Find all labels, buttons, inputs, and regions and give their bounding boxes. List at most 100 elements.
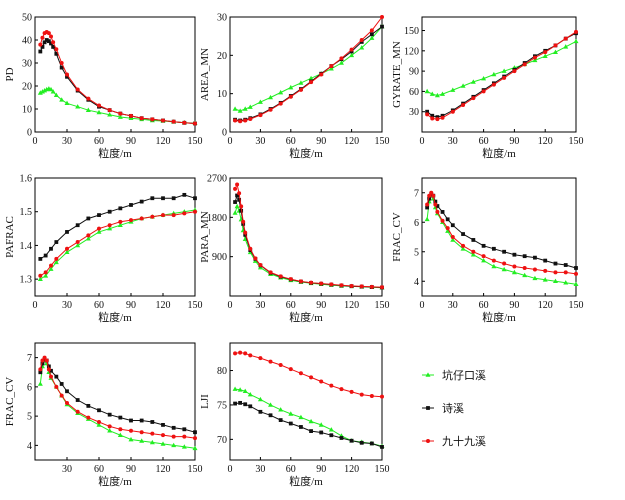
data-point: [553, 270, 558, 275]
data-point: [118, 415, 123, 420]
data-point: [543, 268, 548, 273]
data-point: [233, 118, 238, 123]
data-point: [139, 199, 144, 204]
series-line: [39, 39, 196, 124]
data-point: [433, 202, 438, 207]
data-point: [64, 249, 70, 254]
data-point: [54, 240, 59, 244]
data-point: [522, 265, 527, 270]
chart-pafrac: 0 30 60 90 120 150 1.3 1.4 1.5 1.6 粒度/m PAFRAC: [4, 174, 203, 325]
data-point: [241, 219, 246, 224]
data-point: [37, 90, 43, 95]
series-lji: [233, 400, 384, 449]
y-tick-label: 7: [27, 353, 32, 364]
data-point: [40, 358, 45, 363]
data-point: [233, 351, 238, 356]
x-tick-label: 90: [316, 300, 326, 311]
x-tick-label: 150: [375, 300, 390, 311]
data-point: [46, 367, 51, 372]
data-point: [129, 418, 133, 423]
data-point: [117, 222, 123, 227]
data-point: [107, 424, 112, 429]
data-point: [319, 72, 324, 77]
data-point: [54, 47, 59, 52]
data-point: [242, 106, 248, 111]
data-point: [86, 403, 91, 408]
data-point: [440, 91, 446, 96]
data-point: [129, 203, 133, 207]
chart-frac_cv_2: 30 60 90 120 150 4 5 6 7 粒度/m FRAC_CV: [4, 342, 203, 488]
data-point: [553, 43, 558, 48]
data-point: [53, 92, 59, 97]
data-point: [450, 87, 456, 92]
data-point: [491, 246, 496, 251]
data-point: [54, 256, 59, 261]
plot-frame: [421, 16, 577, 133]
x-tick-label: 30: [448, 300, 458, 311]
data-point: [288, 277, 293, 282]
plot-frame: [34, 16, 196, 133]
data-point: [359, 392, 364, 397]
y-tick-label: 40: [22, 36, 32, 47]
data-point: [49, 41, 53, 46]
data-point: [563, 270, 568, 275]
data-point: [429, 190, 434, 195]
data-point: [339, 436, 344, 440]
data-point: [450, 223, 455, 228]
series-pafrac: [38, 192, 197, 261]
y-tick-label: 120: [404, 46, 419, 57]
data-point: [65, 74, 69, 79]
series-line: [234, 194, 383, 288]
data-point: [440, 115, 445, 120]
chart-pd: 0 30 60 90 120 150 0 10 20 30 40 50 粒度/m PD: [4, 13, 203, 161]
data-point: [512, 252, 517, 257]
data-point: [502, 249, 507, 254]
data-point: [298, 371, 303, 376]
data-point: [532, 55, 537, 60]
data-point: [48, 266, 54, 271]
data-point: [40, 361, 45, 366]
data-point: [150, 420, 155, 424]
data-point: [369, 441, 374, 446]
data-point: [369, 284, 374, 289]
legend-label: 坑仔口溪: [442, 368, 486, 382]
y-axis-label: GYRATE_MN: [391, 41, 403, 108]
y-tick-label: 6: [27, 382, 32, 393]
data-point: [369, 28, 374, 33]
y-axis-label: LJI: [199, 394, 211, 409]
data-point: [192, 445, 198, 451]
data-point: [349, 438, 354, 443]
data-point: [171, 434, 176, 439]
data-point: [171, 442, 177, 448]
data-point: [75, 223, 80, 228]
series-line: [39, 31, 196, 124]
data-point: [481, 254, 486, 259]
y-tick-label: 20: [22, 82, 32, 93]
data-point: [182, 211, 187, 216]
x-tick-label: 120: [156, 136, 171, 147]
series-area_mn: [232, 23, 385, 113]
data-point: [573, 281, 579, 286]
data-point: [40, 45, 45, 49]
x-tick-label: 0: [228, 300, 233, 311]
data-point: [288, 94, 293, 99]
data-point: [369, 32, 374, 37]
data-point: [46, 39, 51, 44]
data-point: [308, 418, 314, 424]
data-point: [193, 436, 197, 441]
data-point: [328, 427, 334, 432]
data-point: [97, 103, 101, 108]
data-point: [248, 116, 253, 121]
data-point: [552, 278, 558, 284]
data-point: [288, 367, 293, 372]
data-point: [574, 271, 578, 276]
y-tick-label: 90: [409, 67, 419, 78]
series-line: [40, 211, 196, 277]
series-pd: [37, 86, 198, 126]
data-point: [435, 204, 440, 208]
data-point: [328, 66, 334, 71]
data-point: [48, 86, 54, 92]
data-point: [117, 432, 123, 437]
data-point: [235, 182, 240, 187]
x-axis-label: 粒度/m: [289, 146, 323, 160]
